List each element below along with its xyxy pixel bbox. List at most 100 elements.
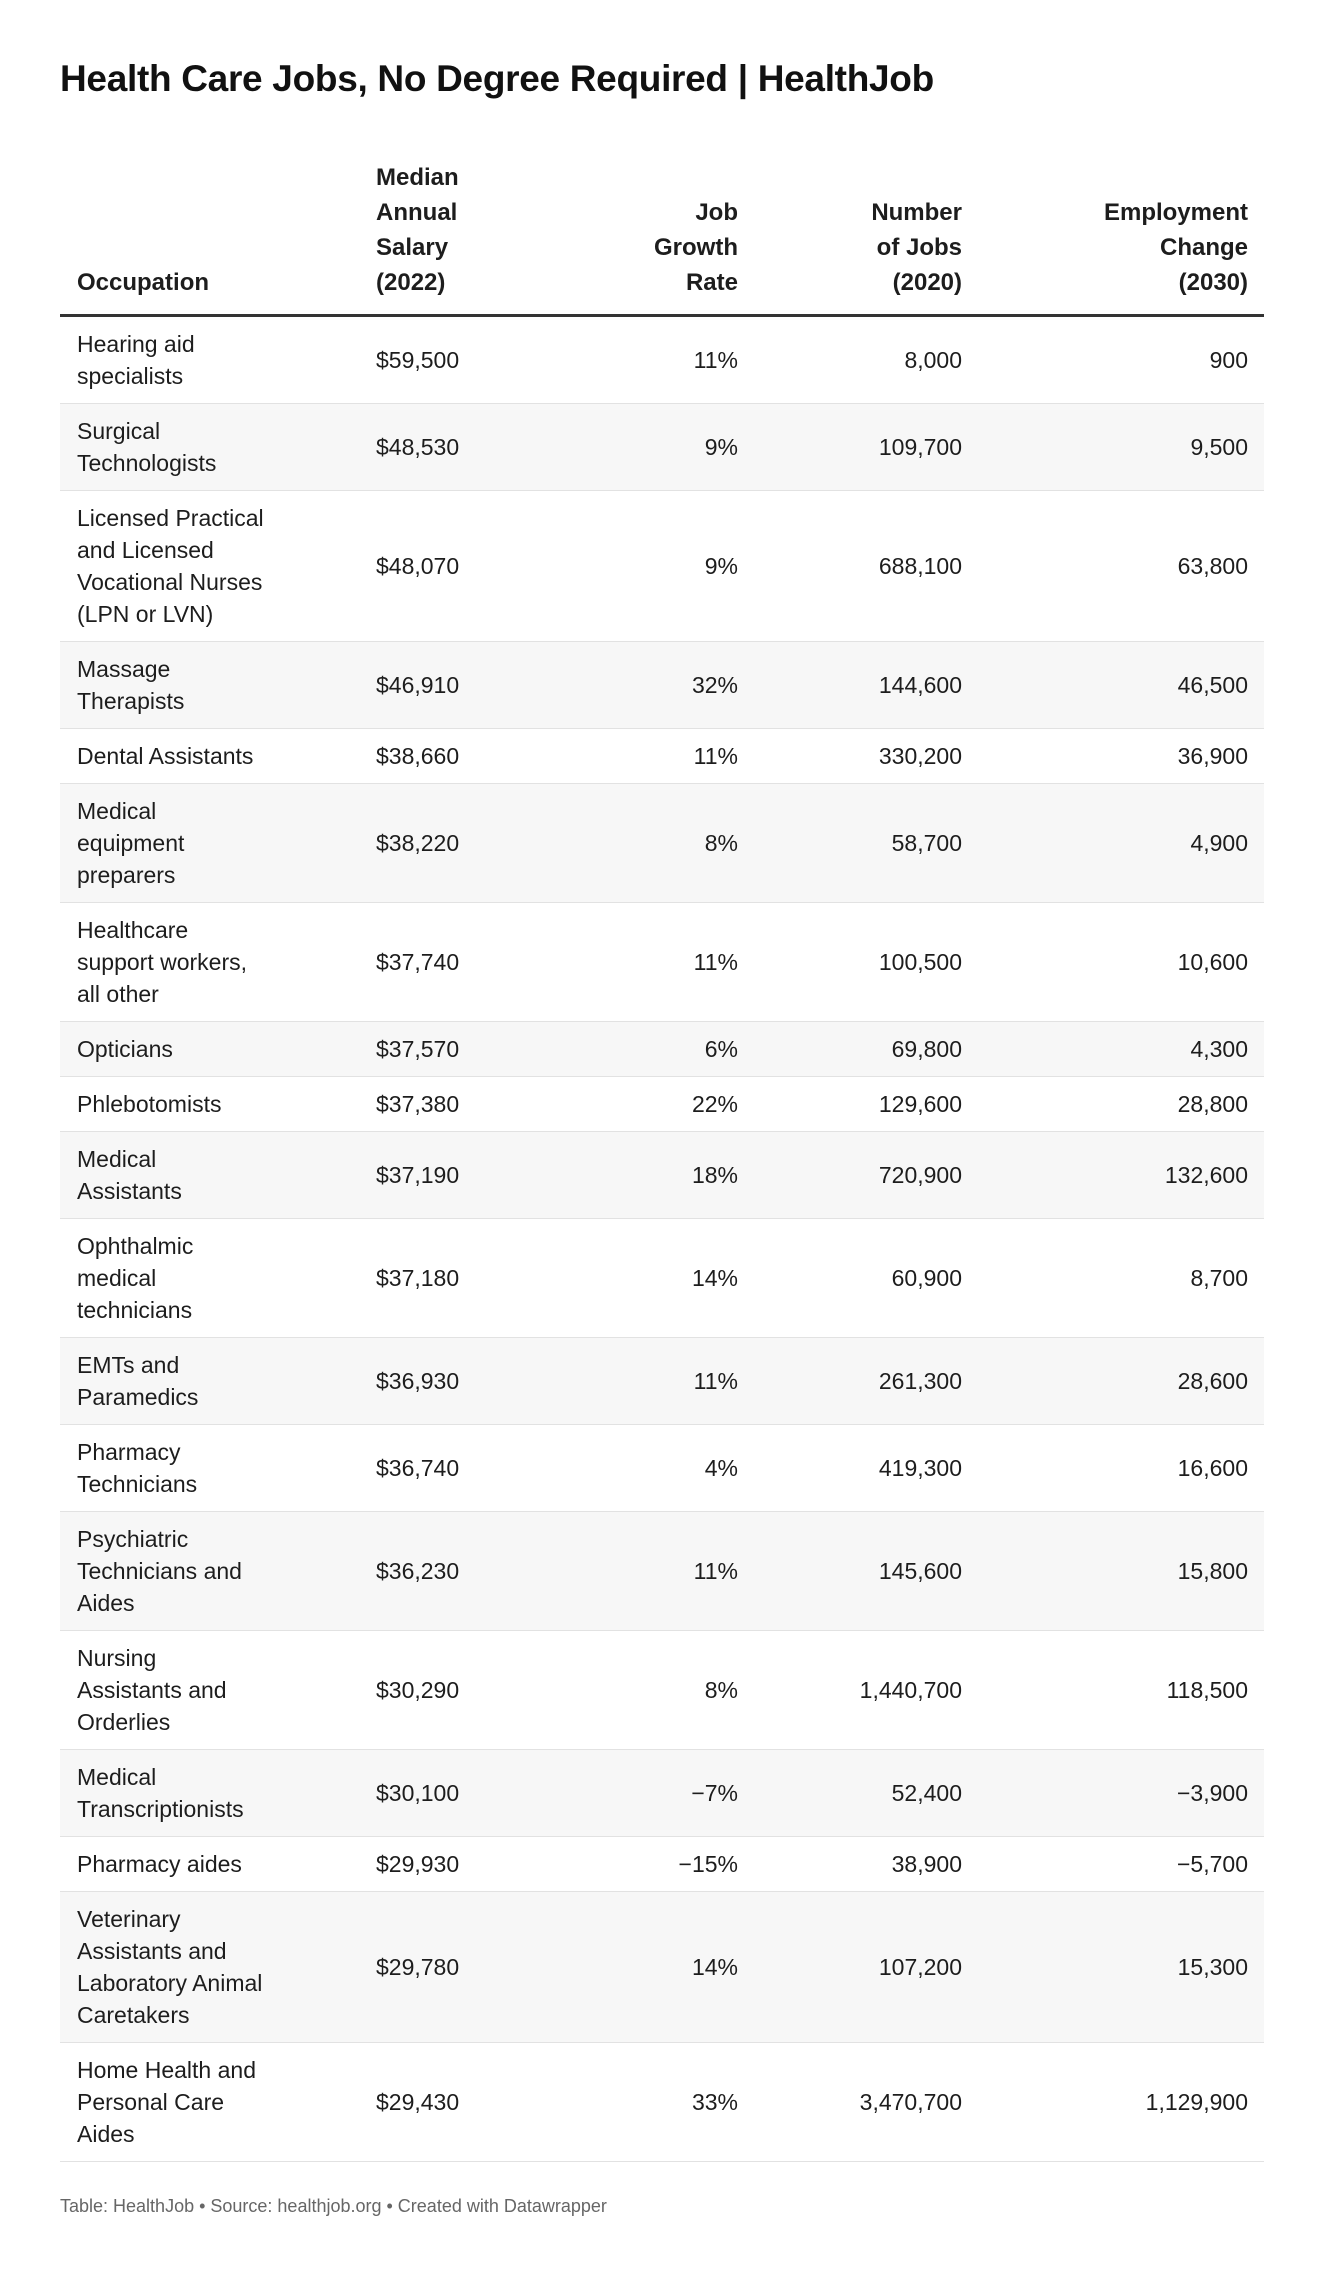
occupation-value: Opticians bbox=[77, 1036, 173, 1062]
salary-value: $29,780 bbox=[376, 1954, 460, 1980]
jobs-value: 8,000 bbox=[904, 347, 962, 373]
jobs-value: 129,600 bbox=[878, 1091, 962, 1117]
occupation-value: Home Health and Personal Care Aides bbox=[77, 2057, 256, 2147]
table-row: Surgical Technologists $48,530 9% 109,700 9,… bbox=[60, 403, 1264, 491]
jobs-value: 419,300 bbox=[878, 1455, 962, 1481]
cell-salary: $37,180 bbox=[360, 1218, 600, 1338]
growth-value: 14% bbox=[691, 1954, 738, 1980]
occupation-value: Psychiatric Technicians and Aides bbox=[77, 1526, 242, 1616]
table-row: Phlebotomists $37,380 22% 129,600 28,800 bbox=[60, 1076, 1264, 1132]
cell-salary: $29,930 bbox=[360, 1836, 600, 1892]
occupation-value: Pharmacy aides bbox=[77, 1851, 242, 1877]
jobs-value: 107,200 bbox=[878, 1954, 962, 1980]
growth-value: 4% bbox=[704, 1455, 738, 1481]
salary-value: $30,290 bbox=[376, 1677, 460, 1703]
cell-occupation: Medical equipment preparers bbox=[60, 783, 360, 903]
column-header-growth[interactable]: Job Growth Rate bbox=[600, 160, 748, 317]
cell-change: −5,700 bbox=[972, 1836, 1264, 1892]
cell-salary: $29,430 bbox=[360, 2042, 600, 2162]
cell-occupation: Nursing Assistants and Orderlies bbox=[60, 1630, 360, 1750]
growth-value: 6% bbox=[704, 1036, 738, 1062]
jobs-value: 52,400 bbox=[891, 1780, 962, 1806]
table-row: Home Health and Personal Care Aides $29,4… bbox=[60, 2042, 1264, 2162]
cell-salary: $36,230 bbox=[360, 1511, 600, 1631]
salary-value: $59,500 bbox=[376, 347, 460, 373]
salary-value: $37,570 bbox=[376, 1036, 460, 1062]
cell-growth: 9% bbox=[600, 403, 748, 491]
salary-value: $38,660 bbox=[376, 743, 460, 769]
cell-change: 10,600 bbox=[972, 902, 1264, 1022]
change-value: 9,500 bbox=[1190, 434, 1248, 460]
cell-change: 9,500 bbox=[972, 403, 1264, 491]
cell-occupation: Phlebotomists bbox=[60, 1076, 360, 1132]
growth-value: −7% bbox=[691, 1780, 738, 1806]
occupation-value: Massage Therapists bbox=[77, 656, 185, 714]
table-header-row: Occupation Median Annual Salary (2022) J… bbox=[60, 160, 1264, 317]
jobs-value: 145,600 bbox=[878, 1558, 962, 1584]
salary-value: $36,230 bbox=[376, 1558, 460, 1584]
jobs-value: 1,440,700 bbox=[859, 1677, 962, 1703]
table-row: Medical equipment preparers $38,220 8% 58,7… bbox=[60, 783, 1264, 903]
cell-jobs: 58,700 bbox=[748, 783, 972, 903]
salary-value: $46,910 bbox=[376, 672, 460, 698]
cell-jobs: 100,500 bbox=[748, 902, 972, 1022]
change-value: 4,300 bbox=[1190, 1036, 1248, 1062]
table-row: Psychiatric Technicians and Aides $36,230… bbox=[60, 1511, 1264, 1631]
cell-salary: $38,220 bbox=[360, 783, 600, 903]
cell-occupation: Medical Transcriptionists bbox=[60, 1749, 360, 1837]
cell-growth: 33% bbox=[600, 2042, 748, 2162]
column-header-occupation[interactable]: Occupation bbox=[60, 160, 360, 317]
table-row: Healthcare support workers, all other $37… bbox=[60, 902, 1264, 1022]
cell-growth: 11% bbox=[600, 728, 748, 784]
column-header-change[interactable]: Employment Change (2030) bbox=[972, 160, 1264, 317]
cell-jobs: 330,200 bbox=[748, 728, 972, 784]
column-header-jobs[interactable]: Number of Jobs (2020) bbox=[748, 160, 972, 317]
cell-change: 4,300 bbox=[972, 1021, 1264, 1077]
occupation-value: Dental Assistants bbox=[77, 743, 254, 769]
cell-occupation: Dental Assistants bbox=[60, 728, 360, 784]
cell-change: 36,900 bbox=[972, 728, 1264, 784]
cell-jobs: 144,600 bbox=[748, 641, 972, 729]
change-value: 28,800 bbox=[1177, 1091, 1248, 1117]
change-value: 63,800 bbox=[1177, 553, 1248, 579]
growth-value: 11% bbox=[693, 743, 738, 769]
cell-occupation: Veterinary Assistants and Laboratory Ani… bbox=[60, 1891, 360, 2043]
occupation-value: EMTs and Paramedics bbox=[77, 1352, 199, 1410]
salary-value: $48,530 bbox=[376, 434, 460, 460]
occupation-value: Phlebotomists bbox=[77, 1091, 222, 1117]
cell-growth: 9% bbox=[600, 490, 748, 642]
cell-occupation: Licensed Practical and Licensed Vocation… bbox=[60, 490, 360, 642]
cell-change: −3,900 bbox=[972, 1749, 1264, 1837]
cell-salary: $29,780 bbox=[360, 1891, 600, 2043]
cell-growth: 11% bbox=[600, 1511, 748, 1631]
cell-jobs: 720,900 bbox=[748, 1131, 972, 1219]
cell-salary: $36,740 bbox=[360, 1424, 600, 1512]
table-row: Medical Assistants $37,190 18% 720,900 132,6… bbox=[60, 1131, 1264, 1219]
growth-value: 11% bbox=[693, 1558, 738, 1584]
change-value: 36,900 bbox=[1177, 743, 1248, 769]
occupation-value: Medical equipment preparers bbox=[77, 798, 185, 888]
table-row: Dental Assistants $38,660 11% 330,200 36,900 bbox=[60, 728, 1264, 784]
cell-growth: 6% bbox=[600, 1021, 748, 1077]
growth-value: 14% bbox=[691, 1265, 738, 1291]
column-header-salary[interactable]: Median Annual Salary (2022) bbox=[360, 160, 600, 317]
jobs-value: 38,900 bbox=[891, 1851, 962, 1877]
growth-value: 8% bbox=[704, 1677, 738, 1703]
table-row: Opticians $37,570 6% 69,800 4,300 bbox=[60, 1021, 1264, 1077]
cell-occupation: Surgical Technologists bbox=[60, 403, 360, 491]
table-row: Licensed Practical and Licensed Vocation… bbox=[60, 490, 1264, 642]
jobs-table: Occupation Median Annual Salary (2022) J… bbox=[60, 160, 1264, 2162]
cell-jobs: 129,600 bbox=[748, 1076, 972, 1132]
footer-credits: Table: HealthJob • Source: healthjob.org… bbox=[60, 2196, 607, 2216]
table-row: Ophthalmic medical technicians $37,180 14%… bbox=[60, 1218, 1264, 1338]
change-value: 8,700 bbox=[1190, 1265, 1248, 1291]
cell-salary: $37,190 bbox=[360, 1131, 600, 1219]
jobs-value: 100,500 bbox=[878, 949, 962, 975]
salary-value: $37,190 bbox=[376, 1162, 460, 1188]
cell-change: 4,900 bbox=[972, 783, 1264, 903]
table-row: EMTs and Paramedics $36,930 11% 261,300 28,6… bbox=[60, 1337, 1264, 1425]
jobs-value: 69,800 bbox=[891, 1036, 962, 1062]
cell-occupation: Hearing aid specialists bbox=[60, 315, 360, 404]
cell-growth: 11% bbox=[600, 902, 748, 1022]
cell-jobs: 60,900 bbox=[748, 1218, 972, 1338]
